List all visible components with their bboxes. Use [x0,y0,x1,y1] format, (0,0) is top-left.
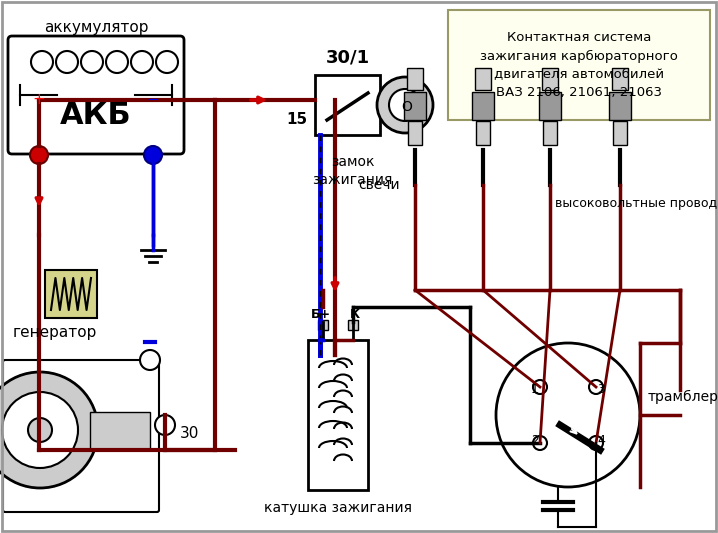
Text: Б+: Б+ [311,309,331,321]
Text: АКБ: АКБ [60,101,132,130]
Circle shape [0,372,98,488]
Text: 2: 2 [531,434,539,447]
Bar [475,68,491,90]
Bar [542,68,558,90]
Circle shape [31,51,53,73]
Circle shape [81,51,103,73]
Text: 4: 4 [597,434,605,447]
Bar [476,121,490,145]
Text: O: O [401,100,412,114]
Bar [609,92,631,120]
Circle shape [496,343,640,487]
Bar [448,10,710,120]
Bar [408,121,422,145]
Text: замок
зажигания: замок зажигания [312,155,393,188]
Bar [318,320,328,330]
Bar [407,68,423,90]
Bar [348,320,358,330]
FancyBboxPatch shape [8,36,184,154]
Text: катушка зажигания: катушка зажигания [264,501,412,515]
Bar [315,75,380,135]
Circle shape [131,51,153,73]
Circle shape [533,436,547,450]
Circle shape [156,51,178,73]
Circle shape [377,77,433,133]
Circle shape [2,392,78,468]
Bar [308,340,368,490]
FancyBboxPatch shape [3,360,159,512]
Text: свечи: свечи [358,178,400,192]
Text: −: − [146,93,159,108]
Bar [404,92,426,120]
Circle shape [56,51,78,73]
Text: трамблер: трамблер [648,390,718,404]
Bar [543,121,557,145]
Text: Контактная система
зажигания карбюраторного
двигателя автомобилей
ВАЗ 2106, 2106: Контактная система зажигания карбюраторн… [480,31,678,99]
Bar [613,121,627,145]
Text: 3: 3 [597,383,605,396]
Bar [45,270,97,318]
Circle shape [28,418,52,442]
Text: 15: 15 [286,112,307,127]
Text: 30: 30 [180,425,200,440]
Bar [539,92,561,120]
Text: +: + [32,93,45,108]
Circle shape [589,436,603,450]
Bar [90,412,150,450]
Circle shape [144,146,162,164]
Text: 1: 1 [531,383,539,396]
Text: К: К [350,309,360,321]
Circle shape [140,350,160,370]
Circle shape [533,380,547,394]
Text: 30/1: 30/1 [325,49,370,67]
Circle shape [106,51,128,73]
Circle shape [389,89,421,121]
Bar [472,92,494,120]
Text: аккумулятор: аккумулятор [44,20,148,35]
Text: генератор: генератор [13,325,98,340]
Bar [612,68,628,90]
Circle shape [155,415,175,435]
Circle shape [30,146,48,164]
Circle shape [589,380,603,394]
Text: высоковольтные провода: высоковольтные провода [555,197,718,209]
